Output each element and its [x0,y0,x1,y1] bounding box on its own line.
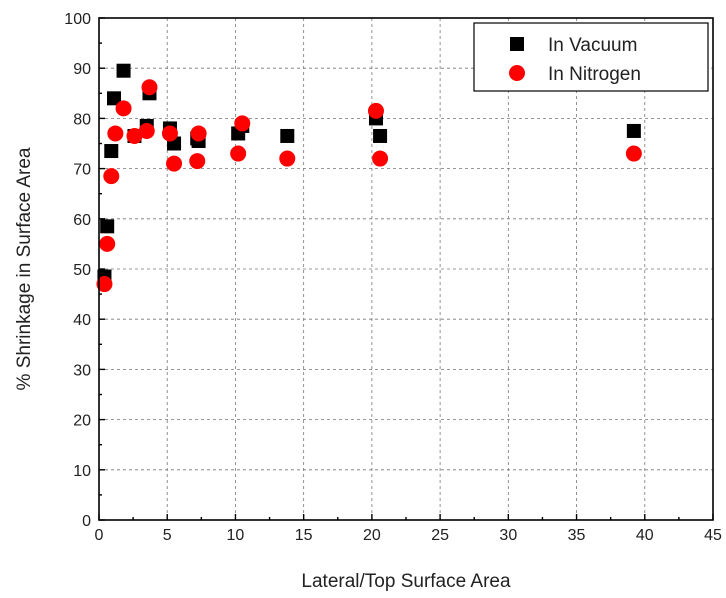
point-in-nitrogen [166,155,183,172]
y-tick-label: 70 [73,162,91,179]
x-tick-label: 5 [163,527,172,544]
point-in-nitrogen [190,125,207,142]
point-in-vacuum [104,144,119,159]
point-in-vacuum [626,123,641,138]
y-tick-label: 60 [73,212,91,229]
tick-labels: 0 5 10 15 20 25 30 35 40 45 0 10 20 30 40 50 60 70 80 90 100 [64,11,722,544]
point-in-nitrogen [141,79,158,96]
plot-frame [98,17,714,521]
point-in-nitrogen [279,150,296,167]
legend: In Vacuum In Nitrogen [473,22,709,92]
x-tick-label: 0 [95,527,104,544]
point-in-nitrogen [126,127,143,144]
data-points [96,63,642,293]
point-in-nitrogen [103,168,120,185]
legend-label-in-nitrogen: In Nitrogen [548,64,641,85]
point-in-nitrogen [367,102,384,119]
point-in-nitrogen [115,100,132,117]
legend-label-in-vacuum: In Vacuum [548,35,637,56]
point-in-nitrogen [625,145,642,162]
x-axis-title: Lateral/Top Surface Area [301,571,511,592]
point-in-nitrogen [234,115,251,132]
x-tick-label: 25 [431,527,449,544]
point-in-vacuum [373,128,388,143]
y-tick-label: 30 [73,362,91,379]
point-in-nitrogen [107,125,124,142]
y-tick-label: 40 [73,312,91,329]
grid-lines [99,18,713,520]
legend-marker-in-nitrogen [509,65,525,81]
point-in-nitrogen [189,153,206,170]
y-tick-label: 90 [73,61,91,78]
x-tick-label: 30 [499,527,517,544]
point-in-vacuum [116,63,131,78]
y-axis-title: % Shrinkage in Surface Area [14,147,35,390]
point-in-nitrogen [138,122,155,139]
point-in-vacuum [280,128,295,143]
y-tick-label: 10 [73,463,91,480]
point-in-vacuum [100,219,115,234]
x-tick-label: 15 [295,527,313,544]
axis-ticks [98,17,714,521]
y-tick-label: 0 [82,513,91,530]
legend-marker-in-vacuum [510,37,524,51]
y-tick-label: 50 [73,262,91,279]
x-tick-label: 10 [227,527,245,544]
point-in-nitrogen [230,145,247,162]
x-tick-label: 35 [568,527,586,544]
point-in-nitrogen [161,125,178,142]
point-in-nitrogen [96,276,113,293]
x-tick-label: 20 [363,527,381,544]
x-tick-label: 40 [636,527,654,544]
point-in-nitrogen [99,235,116,252]
point-in-vacuum [107,91,122,106]
y-tick-label: 20 [73,413,91,430]
y-tick-label: 100 [64,11,91,28]
x-tick-label: 45 [704,527,722,544]
point-in-nitrogen [372,150,389,167]
y-tick-label: 80 [73,111,91,128]
